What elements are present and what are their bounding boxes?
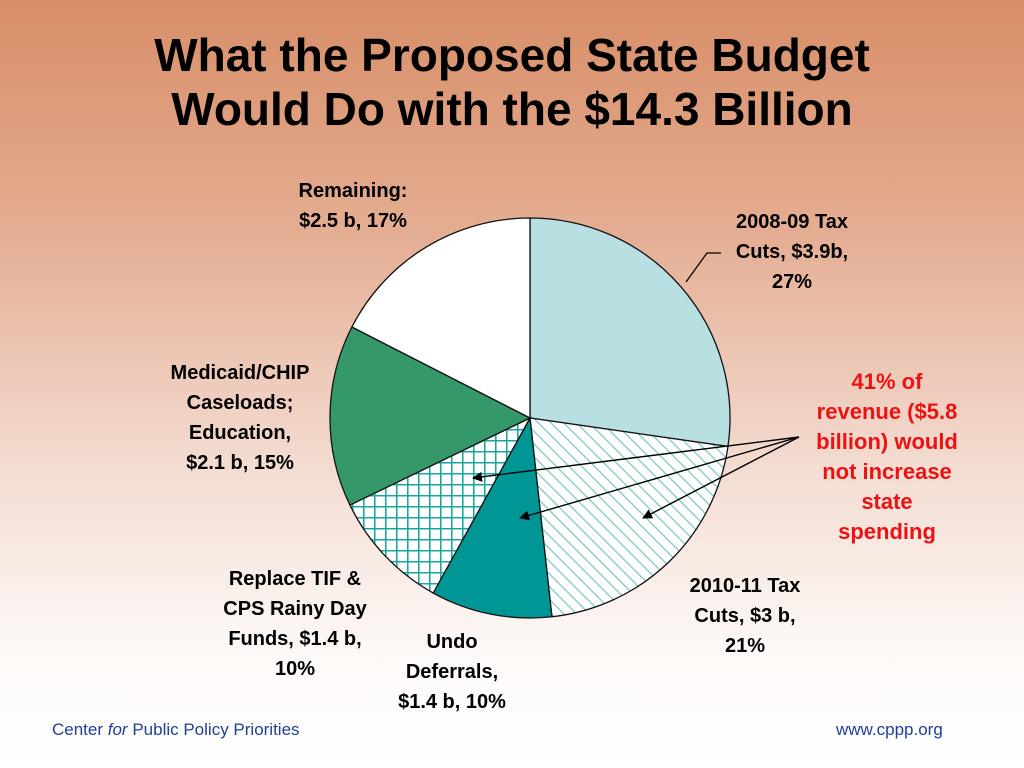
pie-slice-remaining [351,217,531,420]
pie-slice-2008-09-tax-cuts [529,217,731,448]
annotation-text: 41% of revenue ($5.8 billion) would not … [816,369,958,544]
slice-label-2010-11-tax-cuts: 2010-11 Tax Cuts, $3 b, 21% [689,575,801,657]
slice-label-remaining: Remaining: $2.5 b, 17% [298,180,408,232]
chart-title-line-1: What the Proposed State Budget [154,29,870,81]
slice-label-2008-09-tax-cuts: 2008-09 Tax Cuts, $3.9b, 27% [735,211,849,293]
annotation-pointers [472,252,800,521]
pie-slice-undo-deferrals [432,415,553,619]
pie-slices [329,217,731,619]
footer-website-link[interactable]: www.cppp.org [836,720,943,739]
chart-title-line-2: Would Do with the $14.3 Billion [171,83,853,135]
slice-label-replace-tif: Replace TIF & CPS Rainy Day Funds, $1.4 … [223,568,367,680]
slice-label-medicaid-chip: Medicaid/CHIP Caseloads; Education, $2.1… [170,362,310,474]
pie-slice-2010-11-tax-cuts [529,417,729,618]
pie-slice-replace-tif-cps-rainy-day-funds [349,416,532,594]
chart-title: What the Proposed State Budget Would Do … [0,28,1024,136]
annotation-arrow-1 [472,436,800,482]
leader-line-2008-09 [685,252,721,283]
footer-organization: Center for Public Policy Priorities [52,720,300,739]
annotation-arrow-2 [519,436,800,521]
pie-slice-medicaid-chip-caseloads-education [329,326,532,506]
annotation-arrow-3 [642,436,800,519]
slice-label-undo-deferrals: Undo Deferrals, $1.4 b, 10% [398,631,506,713]
